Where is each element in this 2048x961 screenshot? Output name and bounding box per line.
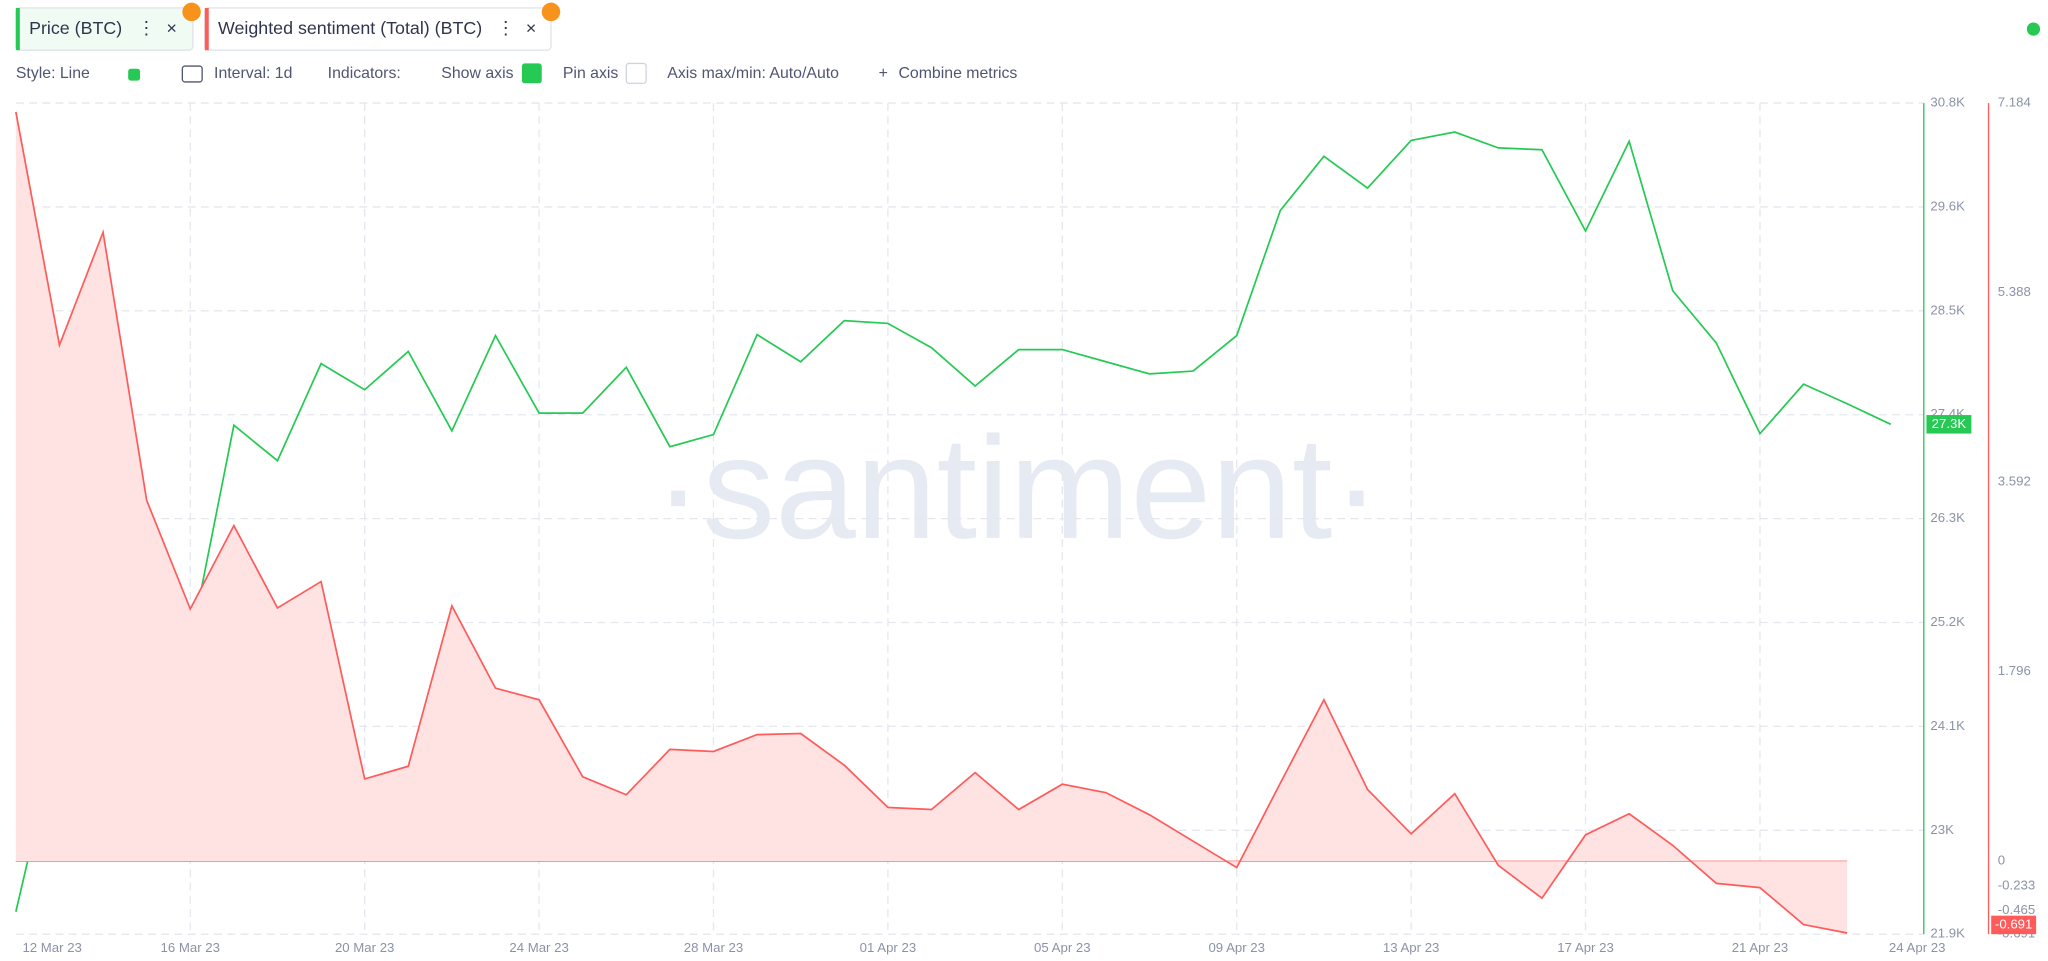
y-tick-label: 25.2K	[1930, 614, 1965, 629]
interval-dropdown[interactable]: Interval: 1d	[214, 65, 292, 82]
y2-tick-label: 3.592	[1998, 474, 2031, 489]
x-tick-label: 28 Mar 23	[684, 940, 743, 955]
y-tick-label: 30.8K	[1930, 95, 1965, 110]
btc-icon	[541, 2, 561, 22]
style-dropdown[interactable]: Style: Line	[16, 65, 90, 82]
x-tick-label: 24 Mar 23	[509, 940, 568, 955]
x-tick-label: 12 Mar 23	[22, 940, 81, 955]
close-icon[interactable]: ×	[526, 18, 536, 38]
x-tick-label: 16 Mar 23	[161, 940, 220, 955]
watermark: ·santiment·	[654, 406, 1381, 569]
current-value-badge	[1991, 915, 2037, 935]
menu-icon[interactable]: ⋮	[137, 18, 155, 38]
x-tick-label: 21 Apr 23	[1732, 940, 1789, 955]
y2-tick-label: 5.388	[1998, 284, 2031, 299]
y-tick-label: 23K	[1930, 822, 1954, 837]
y2-tick-label: 0	[1998, 853, 2005, 868]
close-icon[interactable]: ×	[166, 18, 176, 38]
x-tick-label: 24 Apr 23	[1889, 940, 1946, 955]
y2-tick-label: 7.184	[1998, 95, 2031, 110]
area	[15, 111, 1848, 934]
pin-axis-checkbox[interactable]	[625, 62, 647, 84]
x-tick-label: 01 Apr 23	[860, 940, 917, 955]
pin-axis-label: Pin axis	[563, 65, 619, 82]
show-axis-label: Show axis	[441, 65, 513, 82]
status-dot	[2026, 22, 2041, 36]
line	[15, 111, 1848, 934]
x-tick-label: 20 Mar 23	[335, 940, 394, 955]
line	[15, 131, 1892, 912]
current-value-label: 27.3K	[1932, 416, 1967, 431]
y-tick-label: 29.6K	[1930, 198, 1965, 213]
axis-range-dropdown[interactable]: Axis max/min: Auto/Auto	[667, 65, 839, 82]
x-tick-label: 13 Apr 23	[1383, 940, 1440, 955]
tab-label: Weighted sentiment (Total) (BTC)	[218, 18, 482, 38]
tab-label: Price (BTC)	[29, 18, 122, 38]
show-axis-checkbox[interactable]	[521, 63, 542, 84]
menu-icon[interactable]: ⋮	[497, 18, 515, 38]
y2-tick-label: -0.233	[1998, 877, 2035, 892]
y2-tick-label: -0.465	[1998, 902, 2035, 917]
current-value-badge	[1926, 415, 1972, 434]
y-tick-label: 21.9K	[1930, 926, 1965, 941]
metric-tab[interactable]: Weighted sentiment (Total) (BTC) ⋮ ×	[204, 2, 561, 51]
x-tick-label: 09 Apr 23	[1208, 940, 1265, 955]
y-tick-label: 24.1K	[1930, 718, 1965, 733]
interval-icon	[181, 65, 203, 83]
y2-tick-label: 1.796	[1998, 663, 2031, 678]
y-tick-label: 28.5K	[1930, 302, 1965, 317]
color-picker[interactable]	[128, 68, 141, 81]
combine-icon: +	[879, 65, 888, 82]
combine-button[interactable]: Combine metrics	[898, 65, 1017, 82]
x-tick-label: 17 Apr 23	[1557, 940, 1614, 955]
metric-tab[interactable]: Price (BTC) ⋮ ×	[15, 2, 201, 51]
y-tick-label: 26.3K	[1930, 510, 1965, 525]
current-value-label: -0.691	[1995, 916, 2032, 931]
btc-icon	[182, 2, 201, 22]
x-tick-label: 05 Apr 23	[1034, 940, 1091, 955]
indicators-dropdown[interactable]: Indicators:	[328, 65, 401, 82]
